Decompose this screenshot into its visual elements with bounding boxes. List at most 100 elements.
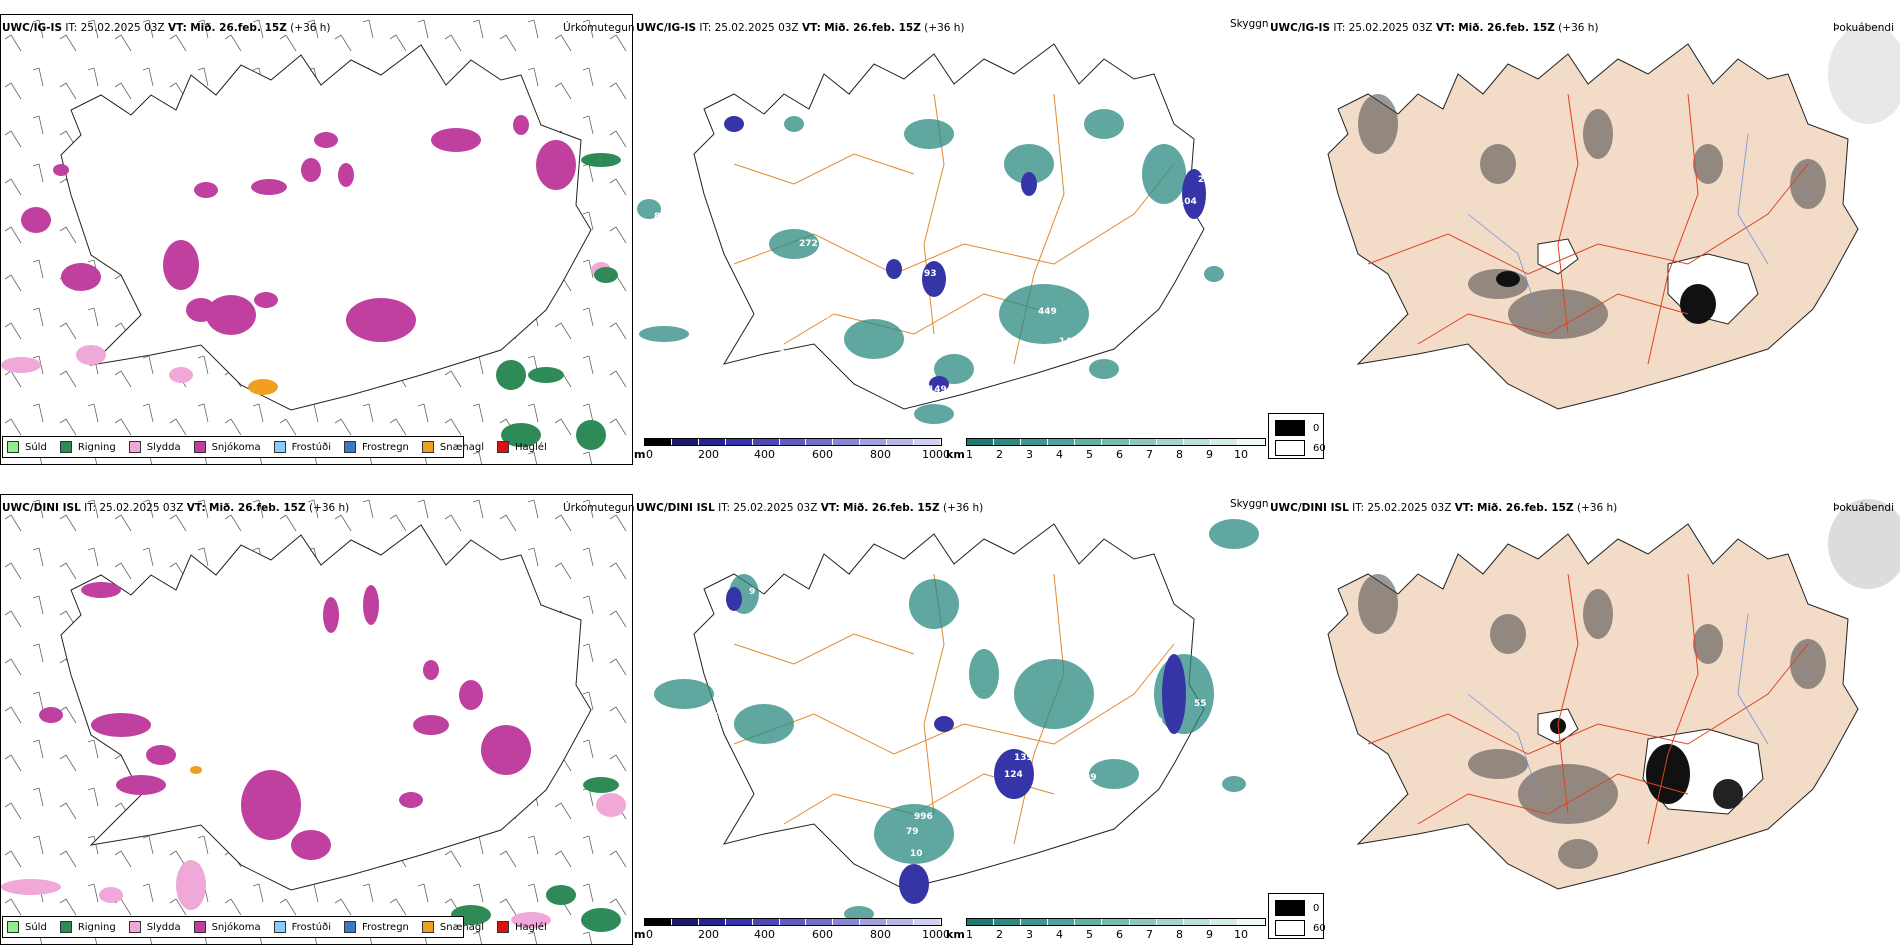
tick-label: 6 [1116,448,1123,461]
unit-label: km [946,448,965,461]
swatch-icon [421,441,434,453]
tick-label: 4 [1056,928,1063,941]
cloud-base-label: 10 [910,849,923,859]
swatch-icon [193,441,206,453]
it-label: IT: [699,22,712,34]
panel-title-cloud-top: Skyggni [1230,18,1272,30]
it-value: 25.02.2025 03Z [80,22,165,34]
cloud-base-label: 876 [654,212,673,222]
cloud-base-label: 9 [749,587,755,597]
vt-value: Mið. 26.feb. 15Z [1458,22,1555,34]
vt-label: VT: [801,22,821,34]
legend-item: Slydda [128,441,181,453]
fog-panel-top [1268,14,1900,465]
cloud-base-bar [644,438,942,446]
fog-legend-row: 0 [1275,420,1319,436]
legend-item: Haglél [497,441,547,453]
cloud-base-label: 653 [706,712,725,722]
model-name: UWC/DINI ISL [636,502,715,514]
it-label: IT: [1333,22,1346,34]
swatch-icon [59,921,72,933]
swatch-icon [273,921,286,933]
visibility-bar [966,918,1266,926]
cloud-base-label: 79 [906,827,919,837]
tick-label: 9 [1206,448,1213,461]
tick-label: 1 [966,928,973,941]
panel-title-cloud-bottom: Skyggni [1230,498,1272,510]
precip-panel-top [0,14,633,465]
swatch-icon [497,441,510,453]
cloud-base-label: 250 [1124,747,1143,757]
panel-title-precip-bottom: Úrkomutegund [563,502,642,514]
panel-title-fog-bottom: Þokuábendi [1833,502,1894,514]
precip-map-top [1,15,632,464]
tick-label: 800 [870,448,891,461]
swatch-icon [59,441,72,453]
tick-label: 7 [1146,928,1153,941]
header-cloud-top: UWC/IG-IS IT: 25.02.2025 03Z VT: Mið. 26… [636,22,965,34]
legend-item: Snjókoma [193,921,261,933]
cloud-base-label: 14 [1114,724,1127,734]
tick-label: 400 [754,928,775,941]
vt-label: VT: [820,502,840,514]
swatch-icon [7,441,19,453]
model-name: UWC/IG-IS [636,22,697,34]
lead-time: (+36 h) [290,22,331,34]
tick-label: 3 [1026,928,1033,941]
swatch-icon [128,921,141,933]
tick-label: 4 [1056,448,1063,461]
precip-legend-top: Súld Rigning Slydda Snjókoma Frostúði Fr… [2,436,547,458]
fog-map-bottom [1327,499,1900,890]
cloud-base-label: 104 [1178,197,1197,207]
legend-item: Rigning [59,921,116,933]
tick-label: 800 [870,928,891,941]
tick-label: 5 [1086,448,1093,461]
it-label: IT: [84,502,97,514]
vt-value: Mið. 26.feb. 15Z [190,22,287,34]
swatch-icon [497,921,510,933]
cloud-base-label: 149 [928,385,947,395]
cloud-map-top: 169 146 47 876 272 172 301 113 45 470 29… [637,43,1224,429]
fog-legend-top: 0 60 [1268,413,1326,459]
panel-title-fog-top: Þokuábendi [1833,22,1894,34]
tick-label: 600 [812,448,833,461]
cloud-base-label: 146 [724,139,743,149]
model-name: UWC/DINI ISL [2,502,81,514]
cloud-base-colorbar-bottom: m 0 200 400 600 800 1000 [634,918,950,942]
swatch-icon [421,921,434,933]
cloud-base-label: 21 [1224,769,1237,779]
it-label: IT: [65,22,78,34]
legend-item: Snæhagl [421,441,484,453]
swatch-icon [193,921,206,933]
cloud-map-bottom: 9 71 653 96 124 139 140 14 250 29 193 79… [654,519,1259,922]
cloud-base-label: 113 [909,303,928,313]
legend-item: Súld [7,441,47,453]
tick-label: 1000 [922,928,950,941]
fog-map-top [1327,24,1900,410]
tick-label: 0 [646,928,653,941]
tick-label: 1000 [922,448,950,461]
tick-label: 3 [1026,448,1033,461]
cloud-base-label: 46 [924,185,937,195]
cloud-base-label: 142 [1059,337,1078,347]
tick-label: 1 [966,448,973,461]
tick-label: 0 [646,448,653,461]
fog-panel-bottom [1268,494,1900,945]
tick-label: 9 [1206,928,1213,941]
legend-item: Snjókoma [193,441,261,453]
it-label: IT: [1352,502,1365,514]
it-value: 25.02.2025 03Z [733,502,818,514]
panel-title-precip-top: Úrkomutegund [563,22,642,34]
tick-label: 200 [698,448,719,461]
header-precip-bottom: UWC/DINI ISL IT: 25.02.2025 03Z VT: Mið.… [2,502,349,514]
tick-label: 8 [1176,448,1183,461]
unit-label: m [634,928,646,941]
cloud-base-label: 470 [811,311,830,321]
it-value: 25.02.2025 03Z [1348,22,1433,34]
cloud-base-label: 272 [799,239,818,249]
legend-item: Frostregn [344,921,409,933]
visibility-colorbar-bottom: km 1 2 3 4 5 6 7 8 9 10 [946,918,1266,942]
tick-label: 10 [1234,448,1248,461]
tick-label: 7 [1146,448,1153,461]
vt-label: VT: [1454,502,1474,514]
